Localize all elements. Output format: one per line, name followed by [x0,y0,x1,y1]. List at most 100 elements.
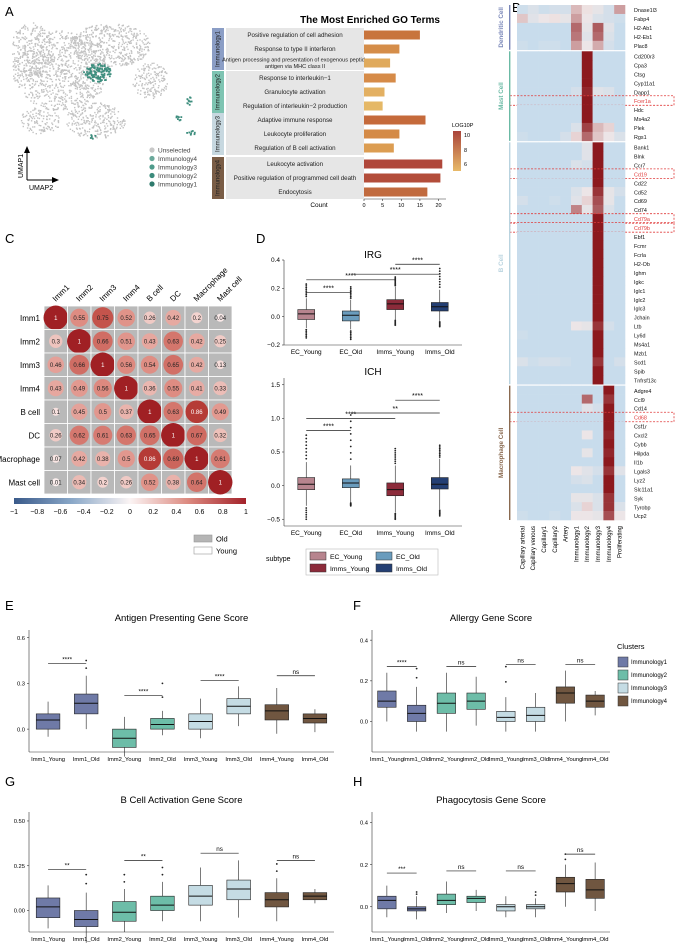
heatmap-cell [560,421,572,431]
y-tick-label: 0.4 [271,257,280,264]
heatmap-cell [527,457,539,467]
heatmap-cell [560,222,572,233]
heatmap-cell [581,321,593,331]
corr-value: 0.65 [144,433,156,439]
heatmap-cell [603,142,615,152]
heatmap-cell [571,13,583,24]
y-tick-label: 0.4 [360,821,369,827]
corr-value: 0.49 [73,386,85,392]
corr-value: 0.32 [214,433,226,439]
heatmap-cell [517,285,529,295]
outlier-point [305,511,308,514]
heatmap-cell [538,430,550,440]
heatmap-cell [527,285,539,295]
heatmap-cell [603,403,615,413]
heatmap-cell [560,502,572,512]
go-bar [364,87,385,97]
significance-label: **** [397,660,407,667]
heatmap-cell [614,105,626,115]
outlier-point [349,338,352,341]
outlier-point [349,420,352,423]
heatmap-cell [560,51,572,61]
heatmap-cell [603,375,615,385]
heatmap-group-label: B Cell [498,254,505,272]
heatmap-cell [614,96,626,106]
heatmap-cell [603,385,615,395]
heatmap-cell [581,430,593,440]
corr-value: 0.49 [214,410,226,416]
corr-row-label: Imm2 [20,337,41,346]
subtype-legend-title: subtype [266,556,291,563]
heatmap-group-label: Mast Cell [498,82,505,110]
heatmap-cell [581,69,593,79]
heatmap-cell [581,484,593,494]
go-bar [364,115,426,125]
umap-x-label: UMAP2 [29,185,53,192]
heatmap-gene-label: Hdc [634,108,644,114]
heatmap-cell [603,321,615,331]
x-tick-label: Imm3_Old [225,937,252,943]
heatmap-gene-label: Tnfrsf13c [634,378,657,384]
heatmap-cell [549,366,561,376]
heatmap-gene-label: Hilpda [634,452,649,458]
heatmap-cell [603,276,615,286]
heatmap-cell [538,187,550,197]
heatmap-cell [603,160,615,170]
heatmap-group-bar [509,142,511,385]
heatmap-cell [517,457,529,467]
corr-column-label: Imm2 [74,283,95,304]
outlier-point [394,282,397,285]
corr-value: 0.75 [97,316,109,322]
heatmap-cell [581,105,593,115]
corr-circle [114,376,139,401]
heatmap-cell [527,439,539,449]
corr-colorbar-tick: −0.2 [100,509,114,516]
plot-title: IRG [364,250,382,261]
outlier-point [394,454,397,456]
heatmap-gene-label: Slc11a1 [634,487,653,493]
heatmap-cell [527,213,539,224]
heatmap-cell [527,421,539,431]
go-group-background [226,28,364,70]
corr-colorbar-tick: 0.6 [195,509,205,516]
umap-legend-swatch [149,172,155,179]
heatmap-cell [527,430,539,440]
correlation-panel: 1 0.55 0.75 0.52 0.26 0.42 0.2 0.04 Imm1 Imm1 0.3 1… [0,265,248,555]
significance-label: ns [517,864,524,871]
heatmap-cell [527,131,539,142]
heatmap-cell [614,60,626,70]
heatmap-cell [603,213,615,224]
heatmap-cell [560,430,572,440]
x-tick-label: Imms_Young [376,349,414,356]
heatmap-cell [571,457,583,467]
outlier-point [305,451,308,453]
heatmap-cell [517,412,529,422]
heatmap-cell [571,412,583,422]
go-x-tick-label: 5 [381,203,384,209]
heatmap-cell [614,222,626,233]
go-colorbar-tick: 6 [464,162,467,168]
heatmap-cell [549,466,561,476]
heatmap-cell [571,258,583,269]
corr-value: 0.36 [144,386,156,392]
heatmap-cell [614,142,626,152]
heatmap-cell [614,285,626,295]
heatmap-cell [614,22,626,33]
heatmap-cell [592,285,604,295]
outlier-point [564,858,567,861]
heatmap-cell [527,312,539,322]
heatmap-cell [603,448,615,458]
heatmap-cell [527,40,539,51]
heatmap-cell [614,113,626,124]
heatmap-cell [614,366,626,376]
heatmap-cell [560,151,572,161]
corr-value: 0.69 [167,457,179,463]
corr-row-label: Imm3 [20,361,41,370]
heatmap-gene-label: Cd74 [634,208,647,214]
outlier-point [394,458,397,461]
corr-circle [69,354,90,375]
significance-label: **** [412,257,423,264]
corr-circle [140,473,159,492]
outlier-point [394,460,397,463]
